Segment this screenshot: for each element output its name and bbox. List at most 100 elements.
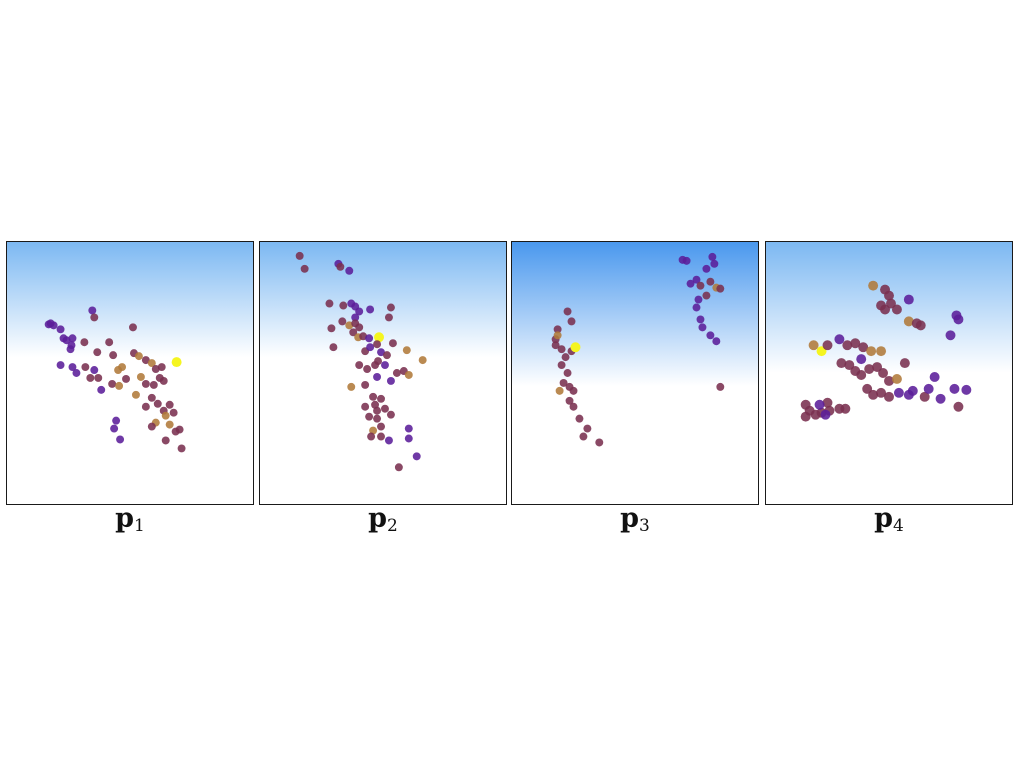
point-dot xyxy=(884,391,894,402)
point-dot xyxy=(386,303,395,312)
point-dot xyxy=(884,290,894,301)
point-dot xyxy=(46,319,55,328)
caption-p2: p2 xyxy=(259,503,507,542)
point-dot xyxy=(157,363,166,372)
caption-p1-sub: 1 xyxy=(134,516,145,536)
point-dot xyxy=(702,264,711,273)
panel-p4 xyxy=(765,241,1013,505)
point-dot xyxy=(682,256,691,265)
point-dot xyxy=(81,363,90,372)
point-dot xyxy=(716,382,725,391)
point-dot xyxy=(404,424,413,433)
point-dot xyxy=(692,275,701,284)
point-dot xyxy=(404,434,413,443)
point-dot xyxy=(563,307,572,316)
point-dot xyxy=(876,387,887,398)
point-dot xyxy=(68,363,77,372)
point-dot xyxy=(327,324,336,333)
point-dot xyxy=(953,314,964,325)
point-dot xyxy=(88,306,97,315)
point-dot xyxy=(147,422,156,431)
point-dot xyxy=(141,402,150,411)
caption-p2-main: p xyxy=(368,503,388,534)
point-dot xyxy=(165,420,174,429)
panel-p1 xyxy=(6,241,254,505)
point-dot xyxy=(386,410,395,419)
point-dot xyxy=(696,315,705,324)
point-dot xyxy=(149,380,158,389)
point-dot xyxy=(177,444,186,453)
point-dot xyxy=(122,374,130,383)
point-dot xyxy=(300,264,309,273)
point-dot xyxy=(919,391,930,402)
sky-background xyxy=(7,242,253,504)
point-dot xyxy=(935,393,946,404)
point-dot xyxy=(325,299,334,308)
point-dot xyxy=(108,379,117,388)
point-dot xyxy=(80,338,89,347)
scatter-p4 xyxy=(766,242,1012,504)
point-dot xyxy=(899,358,910,369)
point-dot xyxy=(115,381,124,390)
point-dot xyxy=(864,364,875,374)
point-dot xyxy=(153,399,162,408)
point-dot xyxy=(579,432,588,441)
point-dot xyxy=(336,262,345,271)
point-dot xyxy=(923,383,934,394)
scatter-p3 xyxy=(512,242,758,504)
point-dot xyxy=(355,323,364,332)
point-dot xyxy=(570,342,581,353)
point-dot xyxy=(86,373,95,382)
point-dot xyxy=(141,379,150,388)
point-dot xyxy=(351,313,360,322)
point-dot xyxy=(706,331,715,340)
point-dot xyxy=(373,414,382,423)
point-dot xyxy=(147,359,156,368)
point-dot xyxy=(553,331,562,340)
point-dot xyxy=(66,345,75,354)
point-dot xyxy=(377,394,385,403)
point-dot xyxy=(295,251,304,260)
point-dot xyxy=(850,338,861,349)
caption-p4-sub: 4 xyxy=(893,516,904,536)
point-dot xyxy=(371,361,380,370)
point-dot xyxy=(165,400,174,409)
point-dot xyxy=(377,432,385,441)
point-dot xyxy=(915,320,926,331)
point-dot xyxy=(377,348,385,357)
point-dot xyxy=(945,330,956,341)
point-dot xyxy=(365,334,374,343)
point-dot xyxy=(56,325,65,334)
point-dot xyxy=(392,369,401,377)
point-dot xyxy=(698,323,707,332)
point-dot xyxy=(112,416,121,425)
point-dot xyxy=(858,342,869,353)
point-dot xyxy=(386,376,395,385)
point-dot xyxy=(929,372,940,382)
point-dot xyxy=(369,426,378,435)
point-dot xyxy=(384,436,393,445)
point-dot xyxy=(169,408,178,417)
point-dot xyxy=(903,294,914,305)
point-dot xyxy=(161,436,170,445)
point-dot xyxy=(373,373,382,381)
point-dot xyxy=(702,291,711,300)
point-dot xyxy=(141,356,150,365)
point-dot xyxy=(868,280,879,291)
point-dot xyxy=(706,277,715,286)
point-dot xyxy=(114,366,123,374)
point-dot xyxy=(694,295,703,304)
point-dot xyxy=(840,403,851,414)
caption-p4: p4 xyxy=(765,503,1013,542)
point-dot xyxy=(953,401,964,412)
caption-p1-main: p xyxy=(115,503,135,534)
point-dot xyxy=(569,386,578,395)
point-dot xyxy=(110,424,119,433)
point-dot xyxy=(147,393,156,402)
point-dot xyxy=(365,412,374,421)
point-dot xyxy=(361,402,370,411)
point-dot xyxy=(93,348,102,357)
point-dot xyxy=(891,373,902,384)
point-dot xyxy=(820,409,831,420)
point-dot xyxy=(708,252,717,261)
